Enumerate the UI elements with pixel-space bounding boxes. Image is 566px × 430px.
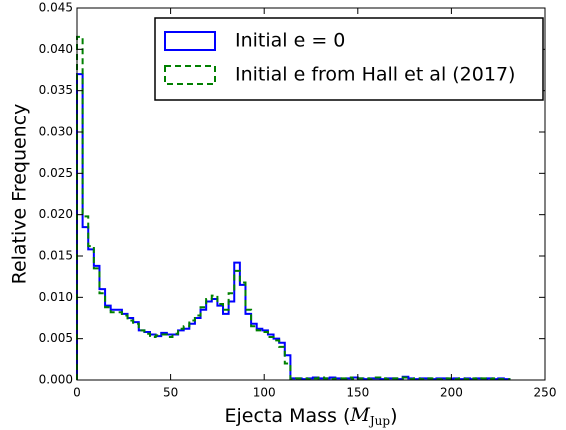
y-tick-label: 0.030 <box>39 125 73 139</box>
plot-frame <box>76 7 546 381</box>
x-tick-label: 100 <box>253 386 276 400</box>
y-tick-label: 0.040 <box>39 42 73 56</box>
y-tick-label: 0.020 <box>39 207 73 221</box>
x-label-symbol: M <box>349 404 370 426</box>
y-tick-label: 0.035 <box>39 83 73 97</box>
x-tick-label: 150 <box>346 386 369 400</box>
histogram-outline <box>76 73 511 381</box>
legend-label: Initial e = 0 <box>235 30 345 52</box>
y-tick-label: 0.015 <box>39 249 73 263</box>
x-tick-label: 200 <box>440 386 463 400</box>
y-tick-label: 0.010 <box>39 290 73 304</box>
legend-box <box>154 17 544 101</box>
histogram-outline <box>76 35 511 381</box>
x-tick-label: 50 <box>163 386 178 400</box>
y-tick-label: 0.000 <box>39 373 73 387</box>
x-label-text: ) <box>390 405 397 427</box>
legend-swatch <box>164 65 216 85</box>
x-label-subscript: Jup <box>368 414 391 428</box>
y-tick-label: 0.045 <box>39 1 73 15</box>
legend-swatch <box>164 31 216 51</box>
x-label-text: Ejecta Mass ( <box>225 405 351 427</box>
x-tick-label: 250 <box>534 386 557 400</box>
legend-label: Initial e from Hall et al (2017) <box>235 64 515 86</box>
y-tick-label: 0.005 <box>39 331 73 345</box>
x-axis-label: Ejecta Mass (MJup) <box>225 404 398 428</box>
x-tick-label: 0 <box>73 386 81 400</box>
y-axis-label: Relative Frequency <box>9 104 31 285</box>
y-tick-label: 0.025 <box>39 166 73 180</box>
